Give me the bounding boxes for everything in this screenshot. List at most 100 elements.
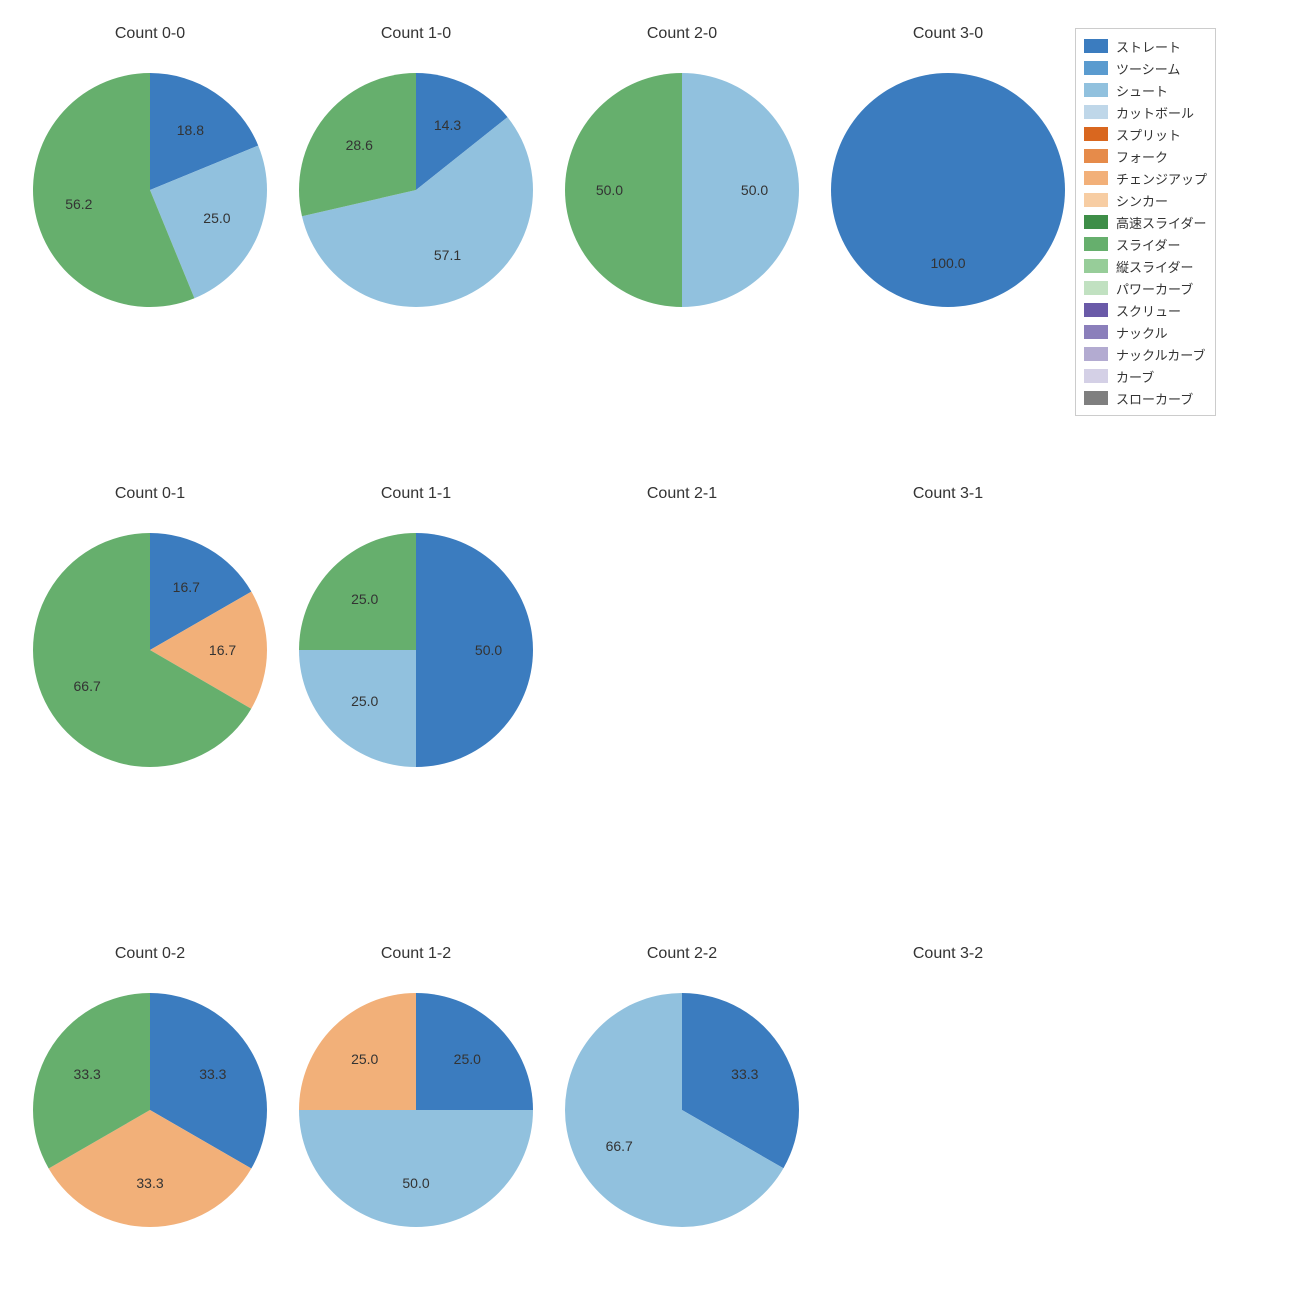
legend-item: 縦スライダー xyxy=(1084,255,1207,277)
pie-slice xyxy=(565,73,682,307)
legend-label: ナックルカーブ xyxy=(1116,345,1205,364)
legend-swatch xyxy=(1084,39,1108,53)
pie-slice-label: 16.7 xyxy=(209,642,236,658)
legend-swatch xyxy=(1084,259,1108,273)
panel-title: Count 2-1 xyxy=(562,485,802,503)
pie-chart xyxy=(562,945,802,1245)
legend-item: カーブ xyxy=(1084,365,1207,387)
panel-count-0-2: Count 0-233.333.333.3 xyxy=(30,945,270,1245)
pie-slice-label: 14.3 xyxy=(434,117,461,133)
legend-label: シンカー xyxy=(1116,191,1168,210)
legend-label: 縦スライダー xyxy=(1116,257,1193,276)
panel-count-0-0: Count 0-018.825.056.2 xyxy=(30,25,270,325)
panel-count-0-1: Count 0-116.716.766.7 xyxy=(30,485,270,785)
panel-count-3-1: Count 3-1 xyxy=(828,485,1068,785)
legend-label: スライダー xyxy=(1116,235,1180,254)
panel-count-1-2: Count 1-225.050.025.0 xyxy=(296,945,536,1245)
pie-chart xyxy=(562,25,802,325)
legend-item: パワーカーブ xyxy=(1084,277,1207,299)
pie-slice xyxy=(831,73,1065,307)
panel-title: Count 3-1 xyxy=(828,485,1068,503)
panel-count-2-0: Count 2-050.050.0 xyxy=(562,25,802,325)
pie-slice-label: 50.0 xyxy=(475,642,502,658)
pie-chart xyxy=(30,25,270,325)
pie-slice-label: 25.0 xyxy=(351,1051,378,1067)
pie-slice xyxy=(299,1110,533,1227)
legend-swatch xyxy=(1084,83,1108,97)
legend-label: 高速スライダー xyxy=(1116,213,1206,232)
legend-swatch xyxy=(1084,149,1108,163)
legend-swatch xyxy=(1084,369,1108,383)
legend-label: ナックル xyxy=(1116,323,1168,342)
legend-label: ストレート xyxy=(1116,37,1181,56)
pie-slice-label: 100.0 xyxy=(930,255,965,271)
panel-count-1-0: Count 1-014.357.128.6 xyxy=(296,25,536,325)
pie-slice-label: 25.0 xyxy=(203,210,230,226)
pie-slice-label: 66.7 xyxy=(606,1138,633,1154)
legend-item: ツーシーム xyxy=(1084,57,1207,79)
legend-item: シンカー xyxy=(1084,189,1207,211)
panel-count-3-0: Count 3-0100.0 xyxy=(828,25,1068,325)
legend-item: スクリュー xyxy=(1084,299,1207,321)
panel-count-1-1: Count 1-150.025.025.0 xyxy=(296,485,536,785)
legend-swatch xyxy=(1084,391,1108,405)
figure: Count 0-018.825.056.2Count 1-014.357.128… xyxy=(0,0,1300,1300)
legend-label: チェンジアップ xyxy=(1116,169,1207,188)
pie-slice-label: 28.6 xyxy=(346,137,373,153)
legend-item: フォーク xyxy=(1084,145,1207,167)
pie-slice-label: 16.7 xyxy=(173,579,200,595)
pie-chart xyxy=(30,485,270,785)
panel-count-3-2: Count 3-2 xyxy=(828,945,1068,1245)
legend-label: フォーク xyxy=(1116,147,1168,166)
pie-chart xyxy=(30,945,270,1245)
legend-item: チェンジアップ xyxy=(1084,167,1207,189)
legend-item: ナックル xyxy=(1084,321,1207,343)
pie-slice-label: 25.0 xyxy=(351,693,378,709)
pie-slice-label: 33.3 xyxy=(199,1066,226,1082)
legend-swatch xyxy=(1084,193,1108,207)
panel-title: Count 3-2 xyxy=(828,945,1068,963)
legend-swatch xyxy=(1084,127,1108,141)
legend-item: シュート xyxy=(1084,79,1207,101)
legend-item: スプリット xyxy=(1084,123,1207,145)
pie-slice-label: 33.3 xyxy=(74,1066,101,1082)
pie-slice-label: 66.7 xyxy=(74,678,101,694)
pie-slice-label: 18.8 xyxy=(177,122,204,138)
legend-swatch xyxy=(1084,61,1108,75)
pie-chart xyxy=(296,945,536,1245)
pie-slice-label: 25.0 xyxy=(454,1051,481,1067)
legend-item: カットボール xyxy=(1084,101,1207,123)
legend-swatch xyxy=(1084,347,1108,361)
legend-label: シュート xyxy=(1116,81,1168,100)
legend-label: パワーカーブ xyxy=(1116,279,1193,298)
legend-swatch xyxy=(1084,171,1108,185)
pie-slice-label: 33.3 xyxy=(731,1066,758,1082)
panel-count-2-1: Count 2-1 xyxy=(562,485,802,785)
legend-swatch xyxy=(1084,303,1108,317)
pie-slice-label: 50.0 xyxy=(741,182,768,198)
legend-label: カットボール xyxy=(1116,103,1194,122)
legend-label: スローカーブ xyxy=(1116,389,1193,408)
pie-chart xyxy=(296,25,536,325)
legend-item: スローカーブ xyxy=(1084,387,1207,409)
legend-item: 高速スライダー xyxy=(1084,211,1207,233)
legend-swatch xyxy=(1084,215,1108,229)
legend-item: ナックルカーブ xyxy=(1084,343,1207,365)
legend-swatch xyxy=(1084,237,1108,251)
legend: ストレートツーシームシュートカットボールスプリットフォークチェンジアップシンカー… xyxy=(1075,28,1216,416)
panel-count-2-2: Count 2-233.366.7 xyxy=(562,945,802,1245)
legend-label: スプリット xyxy=(1116,125,1181,144)
legend-swatch xyxy=(1084,281,1108,295)
legend-swatch xyxy=(1084,325,1108,339)
legend-item: スライダー xyxy=(1084,233,1207,255)
legend-item: ストレート xyxy=(1084,35,1207,57)
pie-slice-label: 56.2 xyxy=(65,196,92,212)
pie-slice-label: 33.3 xyxy=(136,1175,163,1191)
pie-slice-label: 50.0 xyxy=(596,182,623,198)
pie-chart xyxy=(296,485,536,785)
legend-swatch xyxy=(1084,105,1108,119)
pie-chart xyxy=(828,25,1068,325)
pie-slice-label: 25.0 xyxy=(351,591,378,607)
legend-label: カーブ xyxy=(1116,367,1154,386)
pie-slice-label: 57.1 xyxy=(434,247,461,263)
